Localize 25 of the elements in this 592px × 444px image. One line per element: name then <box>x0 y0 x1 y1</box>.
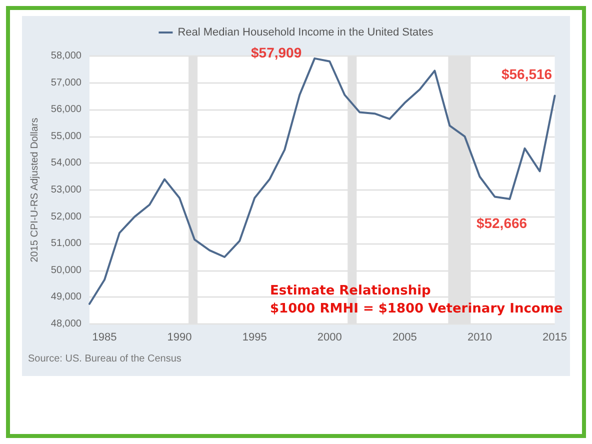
source-note: Source: US. Bureau of the Census <box>28 354 182 364</box>
annotation: $56,516 <box>501 66 552 82</box>
x-tick-label: 1985 <box>92 332 117 344</box>
x-tick-label: 2010 <box>467 332 492 344</box>
y-tick-label: 50,000 <box>50 264 82 276</box>
y-tick-label: 54,000 <box>50 158 82 169</box>
y-tick-label: 57,000 <box>50 77 82 88</box>
y-tick-label: 58,000 <box>50 50 82 62</box>
y-tick-label: 56,000 <box>50 104 82 116</box>
y-tick-label: 53,000 <box>50 184 82 196</box>
y-tick-label: 48,000 <box>50 318 82 330</box>
x-tick-label: 1995 <box>242 332 267 344</box>
y-tick-label: 49,000 <box>50 292 82 303</box>
x-tick-label: 2015 <box>542 332 568 344</box>
y-axis-title: 2015 CPI-U-RS Adjusted Dollars <box>30 118 40 262</box>
x-tick-label: 1990 <box>167 332 192 344</box>
y-tick-label: 52,000 <box>50 211 82 222</box>
y-tick-label: 51,000 <box>50 238 82 250</box>
annotation: $57,909 <box>251 44 302 60</box>
annotation: $52,666 <box>476 214 528 231</box>
x-tick-label: 2000 <box>317 332 342 344</box>
annotation: Estimate Relationship $1000 RMHI = $1800 Veterinary Income <box>270 284 563 316</box>
y-tick-label: 55,000 <box>50 130 82 142</box>
x-tick-label: 2005 <box>392 332 417 344</box>
legend-label: Real Median Household Income in the United States <box>178 26 434 38</box>
